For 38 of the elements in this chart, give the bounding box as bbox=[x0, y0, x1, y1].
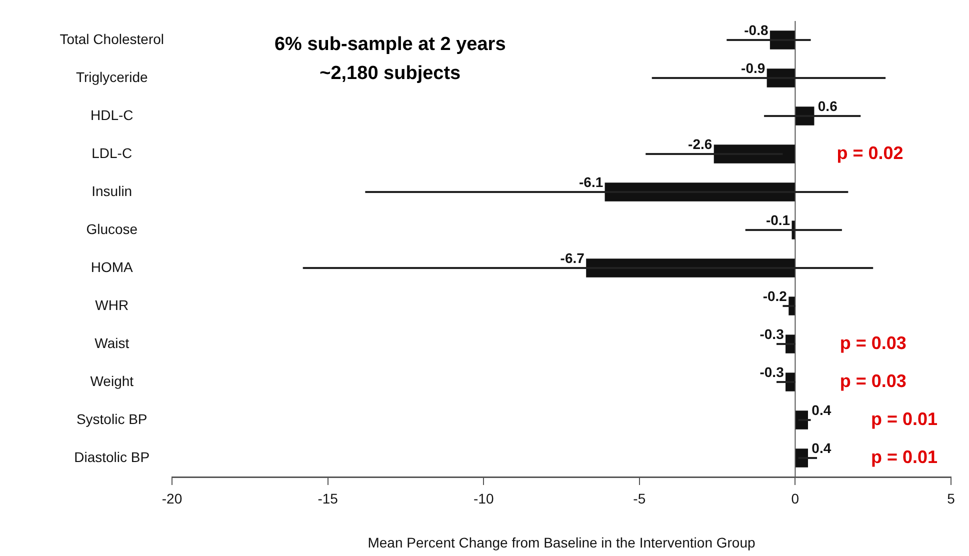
y-tick-label: WHR bbox=[95, 296, 129, 313]
y-tick-label: Triglyceride bbox=[76, 68, 148, 85]
annotation: p = 0.01 bbox=[870, 446, 938, 467]
y-tick-label: Diastolic BP bbox=[74, 448, 150, 465]
y-tick-label: Insulin bbox=[92, 182, 132, 199]
y-tick-label: HDL-C bbox=[90, 106, 134, 123]
x-tick-label: -10 bbox=[473, 490, 494, 506]
y-tick-label: LDL-C bbox=[92, 144, 132, 161]
y-tick-label: Systolic BP bbox=[76, 410, 148, 427]
data-label: -0.8 bbox=[744, 22, 768, 38]
data-label: -0.1 bbox=[766, 212, 790, 228]
y-tick-label: Total Cholesterol bbox=[60, 30, 164, 47]
data-label: -0.3 bbox=[760, 364, 784, 380]
y-tick-label: Glucose bbox=[86, 220, 138, 237]
annotation: p = 0.01 bbox=[870, 408, 938, 429]
x-tick-label: -15 bbox=[318, 490, 338, 506]
x-tick-label: 0 bbox=[791, 490, 800, 506]
data-label: -0.2 bbox=[762, 288, 788, 304]
text: ~2,180 subjects bbox=[320, 63, 461, 84]
annotation: p = 0.02 bbox=[836, 142, 904, 163]
data-label: -0.9 bbox=[741, 60, 766, 76]
data-label: -6.7 bbox=[560, 250, 585, 266]
y-tick-label: Weight bbox=[90, 372, 134, 389]
y-tick-label: Waist bbox=[94, 334, 130, 351]
data-label: 0.6 bbox=[818, 98, 838, 114]
x-tick-label: -20 bbox=[162, 490, 182, 506]
data-label: 0.4 bbox=[812, 440, 832, 456]
data-label: 0.4 bbox=[812, 402, 832, 418]
data-label: -6.1 bbox=[579, 174, 604, 190]
annotation: p = 0.03 bbox=[840, 370, 906, 391]
data-label: -2.6 bbox=[688, 136, 712, 152]
text: 6% sub-sample at 2 years bbox=[274, 34, 506, 56]
annotation: p = 0.03 bbox=[840, 332, 906, 353]
x-tick-label: -5 bbox=[633, 490, 646, 506]
data-label: -0.3 bbox=[760, 326, 784, 342]
x-axis-title: Mean Percent Change from Baseline in the Intervention Group bbox=[368, 534, 756, 550]
x-tick-label: 5 bbox=[947, 490, 956, 506]
y-tick-label: HOMA bbox=[90, 258, 134, 275]
